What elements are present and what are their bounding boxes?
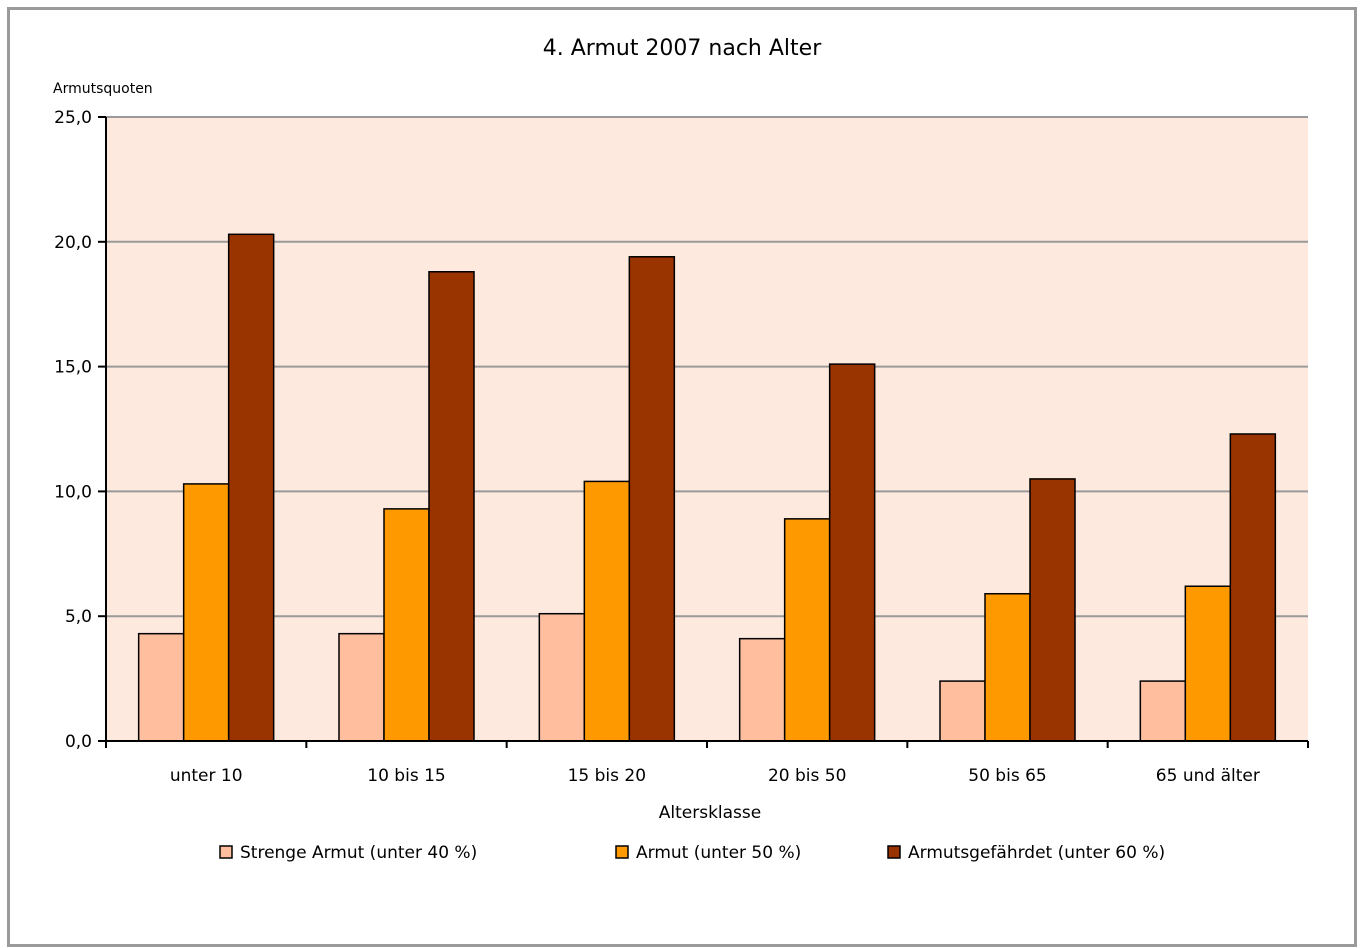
bar <box>338 632 385 742</box>
bar <box>828 363 876 742</box>
bar <box>137 632 185 742</box>
y-tick-label: 0,0 <box>65 732 92 752</box>
bar <box>538 612 586 742</box>
bar <box>428 271 475 742</box>
bar <box>783 518 831 742</box>
legend-label: Strenge Armut (unter 40 %) <box>240 843 477 863</box>
bar <box>182 483 230 742</box>
x-tick-labels: unter 10 10 bis 15 15 bis 20 20 bis 50 50 bi… <box>170 766 1260 786</box>
x-tick-label: 15 bis 20 <box>568 766 646 786</box>
x-axis-label: Altersklasse <box>659 803 761 823</box>
bar <box>227 233 275 742</box>
bar <box>1139 680 1187 742</box>
bar <box>939 680 986 742</box>
legend-label: Armutsgefährdet (unter 60 %) <box>908 843 1165 863</box>
legend-swatch <box>887 845 901 859</box>
legend: Strenge Armut (unter 40 %) Armut (unter 5… <box>219 843 1165 863</box>
axes <box>98 116 1309 748</box>
x-tick-label: 10 bis 15 <box>367 766 445 786</box>
legend-swatch <box>219 845 233 859</box>
chart-frame: 0,0 5,0 10,0 15,0 20,0 25,0 unter 10 10 bis 15… <box>7 7 1357 947</box>
gridlines <box>106 116 1308 618</box>
y-tick-label: 10,0 <box>54 482 92 502</box>
bar <box>628 256 676 742</box>
y-tick-label: 20,0 <box>54 233 92 253</box>
bar <box>1029 478 1076 742</box>
bar <box>1229 433 1277 742</box>
x-tick-label: 50 bis 65 <box>968 766 1046 786</box>
x-tick-label: 20 bis 50 <box>768 766 846 786</box>
x-tick-label: 65 und älter <box>1156 766 1260 786</box>
y-tick-label: 25,0 <box>54 108 92 128</box>
legend-label: Armut (unter 50 %) <box>636 843 801 863</box>
y-tick-labels: 0,0 5,0 10,0 15,0 20,0 25,0 <box>54 108 92 752</box>
bar <box>738 637 786 742</box>
bar <box>583 480 631 742</box>
bar <box>383 508 430 742</box>
y-tick-label: 5,0 <box>65 607 92 627</box>
bars <box>137 233 1277 742</box>
bar <box>1184 585 1232 742</box>
bar-chart: 0,0 5,0 10,0 15,0 20,0 25,0 unter 10 10 bis 15… <box>53 36 1309 863</box>
plot-area <box>106 117 1308 741</box>
chart-title: 4. Armut 2007 nach Alter <box>543 36 822 61</box>
bar <box>984 592 1031 742</box>
y-axis-label: Armutsquoten <box>53 81 153 97</box>
legend-swatch <box>615 845 629 859</box>
y-tick-label: 15,0 <box>54 358 92 378</box>
x-tick-label: unter 10 <box>170 766 243 786</box>
